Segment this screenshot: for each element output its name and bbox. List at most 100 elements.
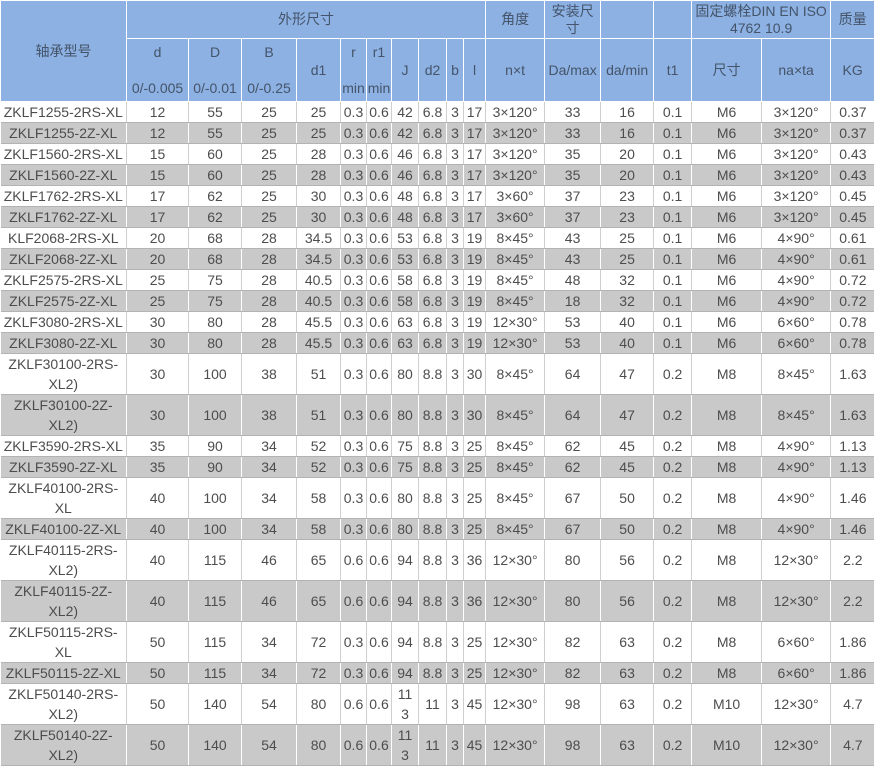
- value-cell: 12×30°: [761, 580, 832, 622]
- value-cell: M6: [691, 311, 763, 333]
- value-cell: 40: [126, 539, 189, 581]
- value-cell: 72: [296, 621, 341, 663]
- header-col-r-label: r: [351, 44, 356, 60]
- table-row: ZKLF2068-2Z-XL 20 68 28 34.5 0.3 0.6 53 6.8 3 19 8×…: [0, 248, 874, 270]
- value-cell: 0.6: [366, 435, 392, 457]
- value-cell: 0.6: [366, 662, 392, 684]
- header-group-mounting: 安装尺寸: [544, 0, 602, 39]
- header-col-r1-label: r1: [372, 44, 386, 60]
- value-cell: 25: [463, 456, 487, 478]
- value-cell: 8×45°: [485, 518, 546, 540]
- value-cell: 30: [463, 353, 487, 395]
- model-cell: ZKLF1762-2Z-XL: [0, 206, 127, 228]
- value-cell: 98: [544, 683, 602, 725]
- value-cell: 25: [600, 227, 655, 249]
- value-cell: 46: [241, 580, 297, 622]
- value-cell: 52: [296, 435, 341, 457]
- value-cell: 3: [446, 311, 464, 333]
- model-cell: ZKLF3080-2RS-XL: [0, 311, 127, 333]
- header-col-da-min: da/min: [600, 38, 655, 102]
- value-cell: 34: [241, 662, 297, 684]
- value-cell: 0.43: [830, 164, 874, 186]
- value-cell: 50: [126, 621, 189, 663]
- value-cell: 18: [544, 290, 602, 312]
- value-cell: M6: [691, 164, 763, 186]
- value-cell: 0.45: [830, 206, 874, 228]
- value-cell: 0.6: [366, 394, 392, 436]
- value-cell: 0.6: [366, 311, 392, 333]
- header-bearing-model: 轴承型号: [0, 0, 127, 102]
- value-cell: 1.13: [830, 435, 874, 457]
- value-cell: 15: [126, 164, 189, 186]
- value-cell: 51: [296, 353, 341, 395]
- value-cell: 0.6: [366, 332, 392, 354]
- value-cell: 11: [418, 683, 447, 725]
- table-row: ZKLF40115-2Z-XL2) 40 115 46 65 0.6 0.6 94 8.8 3 36…: [0, 580, 874, 622]
- value-cell: 4.7: [830, 683, 874, 725]
- value-cell: 6.8: [418, 290, 447, 312]
- value-cell: 140: [188, 724, 242, 766]
- value-cell: 34.5: [296, 227, 341, 249]
- header-col-D-tolerance: 0/-0.01: [193, 80, 237, 96]
- value-cell: 20: [600, 164, 655, 186]
- header-group-row: 轴承型号 外形尺寸 角度 安装尺寸 固定螺栓DIN EN ISO 4762 10…: [0, 0, 874, 102]
- value-cell: 32: [600, 269, 655, 291]
- value-cell: 40.5: [296, 269, 341, 291]
- header-col-D-stack: D 0/-0.01: [190, 40, 240, 101]
- value-cell: 65: [296, 539, 341, 581]
- value-cell: 82: [544, 621, 602, 663]
- value-cell: 8.8: [418, 435, 447, 457]
- header-col-J: J: [391, 38, 419, 102]
- value-cell: 113: [391, 683, 419, 725]
- table-row: ZKLF2575-2RS-XL 25 75 28 40.5 0.3 0.6 58 6.8 3 19 8…: [0, 269, 874, 291]
- value-cell: 0.6: [366, 269, 392, 291]
- value-cell: 3: [446, 662, 464, 684]
- value-cell: 0.6: [366, 122, 392, 144]
- value-cell: 0.2: [653, 456, 693, 478]
- value-cell: 1.86: [830, 621, 874, 663]
- value-cell: 0.6: [340, 539, 367, 581]
- value-cell: 80: [544, 539, 602, 581]
- value-cell: 3: [446, 185, 464, 207]
- value-cell: 45: [463, 724, 487, 766]
- value-cell: 6.8: [418, 122, 447, 144]
- value-cell: 0.2: [653, 662, 693, 684]
- header-sub-row: d 0/-0.005 D 0/-0.01 B 0/-0.25 d1 r: [1, 38, 874, 102]
- value-cell: 113: [391, 724, 419, 766]
- value-cell: 6.8: [418, 143, 447, 165]
- value-cell: 53: [544, 311, 602, 333]
- value-cell: 8×45°: [485, 290, 546, 312]
- table-row: ZKLF1762-2RS-XL 17 62 25 30 0.3 0.6 48 6.8 3 17 3×6…: [0, 185, 874, 207]
- value-cell: 4×90°: [761, 456, 832, 478]
- value-cell: 63: [391, 311, 419, 333]
- value-cell: 8×45°: [761, 394, 832, 436]
- model-cell: ZKLF2068-2Z-XL: [0, 248, 127, 270]
- value-cell: M6: [691, 332, 763, 354]
- value-cell: 48: [391, 185, 419, 207]
- table-row: ZKLF2575-2Z-XL 25 75 28 40.5 0.3 0.6 58 6.8 3 19 8×…: [0, 290, 874, 312]
- value-cell: 0.1: [653, 248, 693, 270]
- value-cell: 100: [188, 394, 242, 436]
- value-cell: 60: [188, 164, 242, 186]
- model-cell: ZKLF1762-2RS-XL: [0, 185, 127, 207]
- value-cell: 25: [463, 662, 487, 684]
- value-cell: 115: [188, 580, 242, 622]
- header-col-B: B 0/-0.25: [241, 38, 297, 102]
- value-cell: 45: [600, 435, 655, 457]
- value-cell: 28: [241, 332, 297, 354]
- value-cell: 8×45°: [485, 394, 546, 436]
- value-cell: 6.8: [418, 164, 447, 186]
- value-cell: 30: [296, 206, 341, 228]
- header-col-d-tolerance: 0/-0.005: [131, 80, 184, 96]
- value-cell: 0.6: [366, 101, 392, 123]
- value-cell: 25: [463, 518, 487, 540]
- value-cell: 12×30°: [485, 539, 546, 581]
- value-cell: 0.2: [653, 435, 693, 457]
- value-cell: 2.2: [830, 539, 874, 581]
- value-cell: 25: [463, 435, 487, 457]
- value-cell: 80: [544, 580, 602, 622]
- value-cell: 25: [126, 269, 189, 291]
- value-cell: 3: [446, 724, 464, 766]
- value-cell: 3: [446, 435, 464, 457]
- value-cell: 36: [463, 539, 487, 581]
